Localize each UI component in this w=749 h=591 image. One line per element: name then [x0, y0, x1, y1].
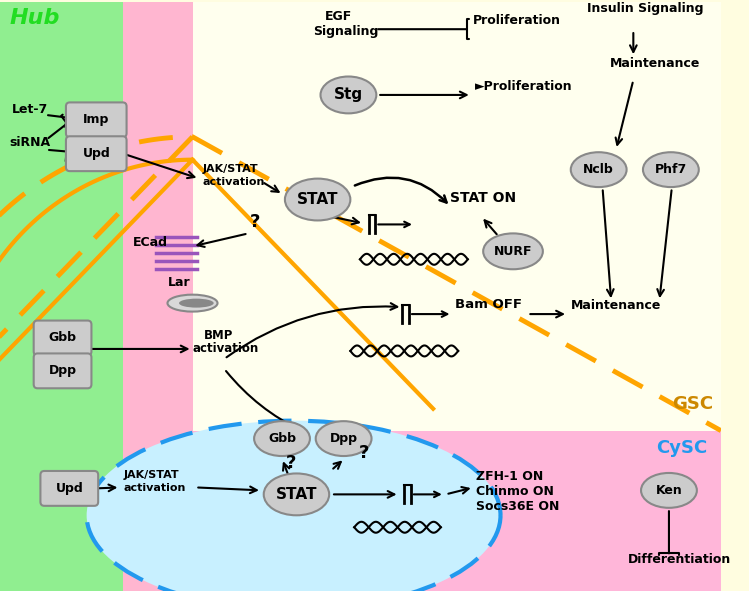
Bar — [0, 2, 123, 591]
Text: Dpp: Dpp — [49, 365, 76, 378]
FancyBboxPatch shape — [66, 137, 127, 171]
Text: Upd: Upd — [82, 147, 110, 160]
Ellipse shape — [179, 298, 213, 307]
Text: JAK/STAT: JAK/STAT — [123, 470, 179, 480]
Text: activation: activation — [192, 342, 258, 355]
Bar — [192, 2, 721, 591]
Ellipse shape — [264, 473, 329, 515]
Text: siRNA: siRNA — [10, 136, 51, 149]
Text: JAK/STAT: JAK/STAT — [202, 164, 258, 174]
FancyBboxPatch shape — [40, 471, 98, 506]
Text: Hub: Hub — [10, 8, 60, 28]
FancyBboxPatch shape — [34, 320, 91, 355]
Text: CySC: CySC — [656, 439, 708, 456]
Text: Maintenance: Maintenance — [610, 57, 700, 70]
Text: ►Proliferation: ►Proliferation — [475, 80, 572, 93]
Text: Socs36E ON: Socs36E ON — [476, 501, 560, 514]
FancyBboxPatch shape — [34, 353, 91, 388]
Text: Gbb: Gbb — [268, 432, 296, 445]
Text: STAT: STAT — [276, 487, 318, 502]
Text: Maintenance: Maintenance — [571, 299, 661, 312]
Text: BMP: BMP — [204, 329, 234, 342]
Text: activation: activation — [123, 483, 186, 493]
Text: GSC: GSC — [672, 395, 713, 413]
Ellipse shape — [571, 152, 627, 187]
Bar — [0, 391, 721, 591]
Text: Dpp: Dpp — [330, 432, 357, 445]
Text: Chinmo ON: Chinmo ON — [476, 485, 554, 498]
Text: Phf7: Phf7 — [655, 163, 687, 176]
Text: Bam OFF: Bam OFF — [455, 298, 522, 311]
Ellipse shape — [254, 421, 310, 456]
Text: Upd: Upd — [55, 482, 83, 495]
Ellipse shape — [285, 178, 351, 220]
Text: Gbb: Gbb — [49, 332, 76, 345]
Text: ZFH-1 ON: ZFH-1 ON — [476, 470, 544, 483]
Bar — [123, 2, 192, 591]
Text: Imp: Imp — [83, 113, 109, 126]
Text: Differentiation: Differentiation — [628, 553, 731, 566]
Text: Nclb: Nclb — [583, 163, 614, 176]
Bar — [192, 2, 721, 431]
FancyBboxPatch shape — [66, 102, 127, 137]
Text: Insulin Signaling: Insulin Signaling — [587, 2, 703, 15]
Text: ?: ? — [359, 443, 369, 462]
Text: NURF: NURF — [494, 245, 533, 258]
Text: ECad: ECad — [133, 236, 168, 249]
Ellipse shape — [87, 421, 500, 591]
Text: activation: activation — [202, 177, 264, 187]
Text: Signaling: Signaling — [313, 25, 378, 38]
Ellipse shape — [643, 152, 699, 187]
Ellipse shape — [316, 421, 372, 456]
Text: STAT ON: STAT ON — [450, 190, 517, 204]
Ellipse shape — [483, 233, 543, 269]
Ellipse shape — [168, 295, 217, 311]
Ellipse shape — [321, 76, 376, 113]
Text: Let-7: Let-7 — [11, 103, 48, 116]
Text: Stg: Stg — [334, 87, 363, 102]
Text: ?: ? — [286, 454, 297, 472]
Text: STAT: STAT — [297, 192, 339, 207]
Text: EGF: EGF — [325, 10, 353, 23]
Text: ?: ? — [250, 213, 261, 232]
Ellipse shape — [641, 473, 697, 508]
Text: Proliferation: Proliferation — [473, 14, 560, 27]
Text: Ken: Ken — [655, 484, 682, 497]
Text: Lar: Lar — [168, 276, 190, 289]
